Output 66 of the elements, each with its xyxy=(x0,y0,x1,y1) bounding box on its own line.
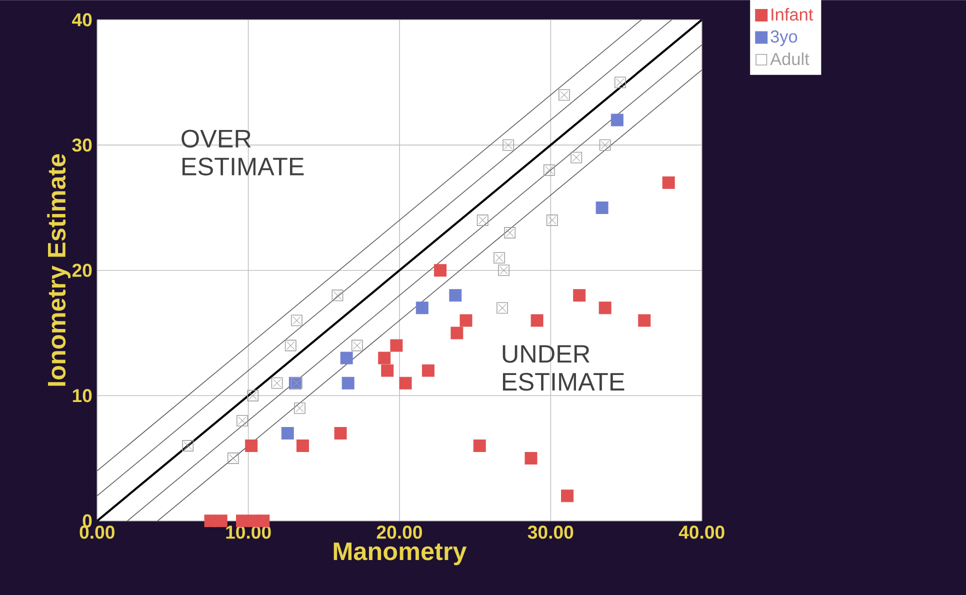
y-tick-label: 30 xyxy=(72,138,92,152)
point xyxy=(227,452,239,464)
point xyxy=(450,326,464,340)
x-tick-label: 30.00 xyxy=(528,526,574,539)
point xyxy=(214,514,228,528)
point xyxy=(530,314,544,327)
point xyxy=(332,290,344,302)
point xyxy=(496,302,508,314)
y-tick-label: 20 xyxy=(72,264,92,277)
legend-label: Adult xyxy=(770,52,810,66)
point xyxy=(498,264,510,276)
x-tick-label: 10.00 xyxy=(226,526,271,539)
annotation: OVER ESTIMATE xyxy=(182,130,304,176)
point xyxy=(245,439,258,452)
point xyxy=(570,152,582,164)
point xyxy=(504,227,516,238)
point xyxy=(247,390,259,402)
point xyxy=(342,376,354,390)
point xyxy=(271,377,283,389)
point xyxy=(378,352,391,364)
point xyxy=(281,426,294,440)
point xyxy=(473,439,486,452)
point xyxy=(546,214,558,226)
point xyxy=(236,414,248,426)
point xyxy=(599,139,611,151)
point xyxy=(381,364,394,377)
point xyxy=(334,426,347,440)
point xyxy=(294,402,306,414)
point xyxy=(449,289,462,302)
x-tick-label: 20.00 xyxy=(376,526,422,539)
point xyxy=(434,264,447,277)
point xyxy=(182,440,194,452)
y-tick-label: 0 xyxy=(82,514,92,528)
y-tick-label: 10 xyxy=(72,389,92,402)
point xyxy=(502,139,514,151)
x-axis-title: Manometry xyxy=(334,542,467,566)
point xyxy=(422,364,434,377)
point xyxy=(399,376,412,390)
point xyxy=(284,340,296,352)
point xyxy=(476,214,488,226)
x-tick-label: 40.00 xyxy=(678,526,724,539)
point xyxy=(598,302,612,314)
point xyxy=(290,314,302,326)
point xyxy=(638,314,651,327)
point xyxy=(296,439,309,452)
point xyxy=(614,76,626,88)
annotation: UNDER ESTIMATE xyxy=(502,345,624,391)
point xyxy=(558,89,570,101)
point xyxy=(524,452,538,465)
point xyxy=(610,114,624,126)
point xyxy=(573,289,586,302)
point xyxy=(460,314,472,327)
legend-label: 3yo xyxy=(770,30,798,46)
point xyxy=(416,302,428,314)
y-tick-label: 40 xyxy=(72,13,92,26)
point xyxy=(340,352,353,364)
legend-label: Infant xyxy=(772,8,814,21)
point xyxy=(543,164,555,176)
point xyxy=(494,252,505,264)
point xyxy=(662,176,675,189)
point xyxy=(351,340,363,352)
point xyxy=(561,490,574,502)
x-tick-label: 0.00 xyxy=(80,526,114,539)
y-axis-title: Ionometry Estimate xyxy=(47,154,71,386)
point xyxy=(390,339,403,352)
point xyxy=(596,201,608,214)
